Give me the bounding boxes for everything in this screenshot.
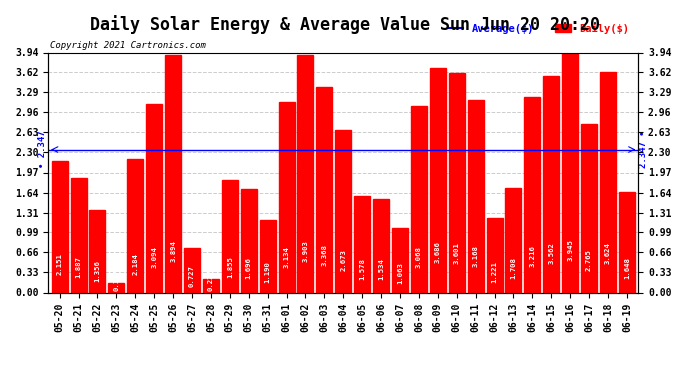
Bar xyxy=(619,192,635,292)
Bar xyxy=(468,99,484,292)
Text: Daily Solar Energy & Average Value Sun Jun 20 20:20: Daily Solar Energy & Average Value Sun J… xyxy=(90,15,600,34)
Bar xyxy=(165,55,181,292)
Bar xyxy=(486,218,502,292)
Legend: Average($), Daily($): Average($), Daily($) xyxy=(444,19,633,38)
Text: 3.601: 3.601 xyxy=(454,242,460,264)
Bar xyxy=(543,75,560,292)
Bar xyxy=(562,52,578,292)
Text: 2.151: 2.151 xyxy=(57,254,63,276)
Bar xyxy=(354,196,371,292)
Text: 3.134: 3.134 xyxy=(284,246,290,268)
Bar xyxy=(505,189,522,292)
Text: 3.624: 3.624 xyxy=(605,242,611,264)
Text: 3.216: 3.216 xyxy=(529,245,535,267)
Text: 3.903: 3.903 xyxy=(302,240,308,262)
Text: 3.068: 3.068 xyxy=(416,246,422,268)
Bar xyxy=(90,210,106,292)
Bar xyxy=(184,248,200,292)
Text: 0.157: 0.157 xyxy=(113,269,119,291)
Text: 3.368: 3.368 xyxy=(322,244,327,266)
Bar xyxy=(127,159,144,292)
Bar xyxy=(279,102,295,292)
Bar xyxy=(335,130,351,292)
Text: 1.855: 1.855 xyxy=(227,256,233,278)
Text: 3.562: 3.562 xyxy=(549,242,554,264)
Text: 2.765: 2.765 xyxy=(586,249,592,271)
Bar xyxy=(316,87,333,292)
Text: 1.190: 1.190 xyxy=(265,261,270,283)
Bar xyxy=(146,104,162,292)
Bar xyxy=(373,199,389,292)
Text: 1.578: 1.578 xyxy=(359,258,365,280)
Text: 1.534: 1.534 xyxy=(378,258,384,280)
Bar xyxy=(297,55,313,292)
Bar xyxy=(70,177,86,292)
Text: 1.696: 1.696 xyxy=(246,257,252,279)
Bar xyxy=(203,279,219,292)
Bar xyxy=(221,180,238,292)
Text: 3.686: 3.686 xyxy=(435,242,441,263)
Text: 0.227: 0.227 xyxy=(208,269,214,291)
Bar xyxy=(241,189,257,292)
Text: • 2.347: • 2.347 xyxy=(39,131,48,168)
Bar xyxy=(259,220,276,292)
Bar xyxy=(430,68,446,292)
Text: 1.356: 1.356 xyxy=(95,260,101,282)
Text: 1.887: 1.887 xyxy=(75,256,81,278)
Bar xyxy=(392,228,408,292)
Text: 0.727: 0.727 xyxy=(189,265,195,287)
Text: 3.168: 3.168 xyxy=(473,246,479,267)
Text: 2.184: 2.184 xyxy=(132,254,138,275)
Text: Copyright 2021 Cartronics.com: Copyright 2021 Cartronics.com xyxy=(50,41,206,50)
Bar xyxy=(600,72,616,292)
Bar xyxy=(52,162,68,292)
Bar xyxy=(411,106,427,292)
Text: 3.094: 3.094 xyxy=(151,246,157,268)
Text: 1.648: 1.648 xyxy=(624,258,630,279)
Bar xyxy=(108,283,124,292)
Text: 2.347 •: 2.347 • xyxy=(639,131,648,168)
Bar xyxy=(524,97,540,292)
Text: 2.673: 2.673 xyxy=(340,249,346,272)
Text: 1.063: 1.063 xyxy=(397,262,403,284)
Bar xyxy=(448,73,465,292)
Bar xyxy=(581,124,597,292)
Text: 1.708: 1.708 xyxy=(511,257,516,279)
Text: 1.221: 1.221 xyxy=(491,261,497,283)
Text: 3.894: 3.894 xyxy=(170,240,176,262)
Text: 3.945: 3.945 xyxy=(567,239,573,261)
